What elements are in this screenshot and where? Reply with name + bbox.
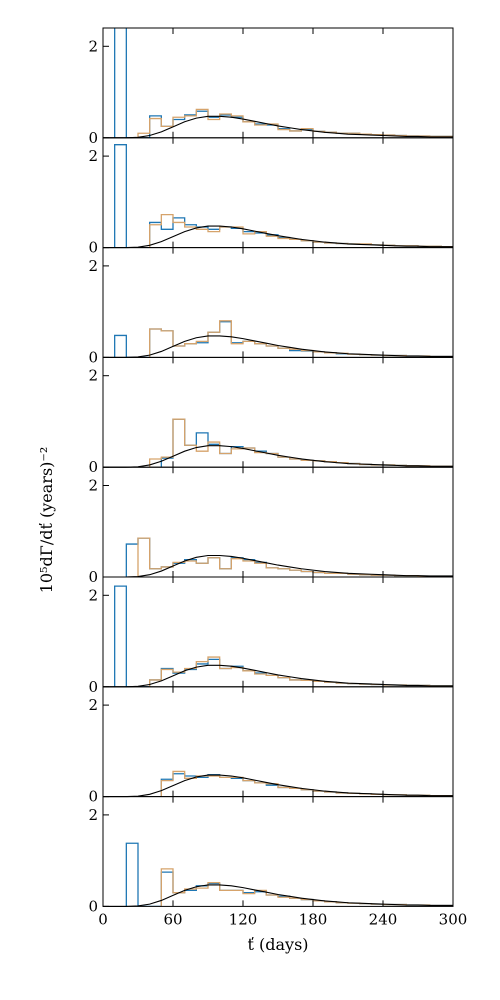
- model-curve: [103, 225, 453, 249]
- histogram-series-2: [149, 320, 453, 358]
- histogram-series-1: [114, 28, 453, 138]
- x-tick-label: 240: [369, 910, 398, 928]
- panel-8: 02: [88, 796, 454, 915]
- x-axis-label: ť (days): [247, 935, 308, 954]
- panel-frame: [102, 466, 454, 578]
- x-tick-label: 120: [229, 910, 258, 928]
- x-tick-label: 180: [299, 910, 328, 928]
- x-tick-label: 60: [163, 910, 182, 928]
- y-tick-label: 0: [88, 678, 98, 696]
- y-tick-label: 0: [88, 897, 98, 915]
- panel-7: 02: [88, 686, 454, 806]
- y-tick-label: 2: [88, 257, 98, 275]
- histogram-series-2: [149, 418, 453, 468]
- model-curve: [103, 774, 453, 798]
- y-tick-label: 2: [88, 477, 98, 495]
- y-tick-label: 2: [88, 367, 98, 385]
- panel-3: 02: [88, 247, 454, 366]
- y-tick-label: 0: [88, 788, 98, 806]
- y-tick-label: 2: [88, 696, 98, 714]
- panel-frame: [102, 576, 454, 688]
- model-curve: [103, 554, 453, 578]
- y-tick-label: 0: [88, 348, 98, 366]
- histogram-series-1: [114, 585, 453, 687]
- y-axis-label: 10⁵dΓ/dť (years)⁻²: [37, 447, 56, 594]
- histogram-series-1: [114, 144, 453, 248]
- panel-5: 02: [88, 466, 454, 586]
- panel-frame: [102, 247, 454, 358]
- panel-frame: [102, 27, 454, 139]
- panel-6: 02: [88, 576, 454, 696]
- histogram-series-1: [160, 773, 453, 797]
- y-tick-label: 0: [88, 129, 98, 147]
- y-tick-label: 0: [88, 458, 98, 476]
- panel-frame: [102, 356, 454, 468]
- y-tick-label: 2: [88, 147, 98, 165]
- histogram-series-1: [125, 537, 453, 577]
- histogram-series-1: [114, 321, 453, 358]
- panel-frame: [102, 686, 454, 798]
- x-tick-label: 0: [98, 910, 108, 928]
- model-curve: [103, 664, 453, 688]
- histogram-series-2: [137, 108, 453, 138]
- y-tick-label: 2: [88, 586, 98, 604]
- histogram-series-2: [149, 214, 453, 248]
- x-axis-ticks: 0 60 120 180 240 300: [98, 910, 467, 928]
- panel-4: 02: [88, 356, 454, 476]
- y-tick-label: 0: [88, 568, 98, 586]
- panel-frame: [102, 137, 454, 249]
- histogram-series-2: [137, 537, 453, 577]
- model-curve: [103, 445, 453, 468]
- x-tick-label: 300: [439, 910, 468, 928]
- y-tick-label: 0: [88, 239, 98, 257]
- y-tick-label: 2: [88, 806, 98, 824]
- panel-frame: [102, 796, 454, 907]
- model-curve: [103, 115, 453, 139]
- histogram-series-2: [149, 656, 453, 687]
- histogram-series-2: [160, 868, 453, 907]
- model-curve: [103, 884, 453, 907]
- y-tick-label: 2: [88, 37, 98, 55]
- panel-2: 02: [88, 137, 454, 257]
- model-curve: [103, 335, 453, 358]
- panel-1: 02: [88, 27, 454, 147]
